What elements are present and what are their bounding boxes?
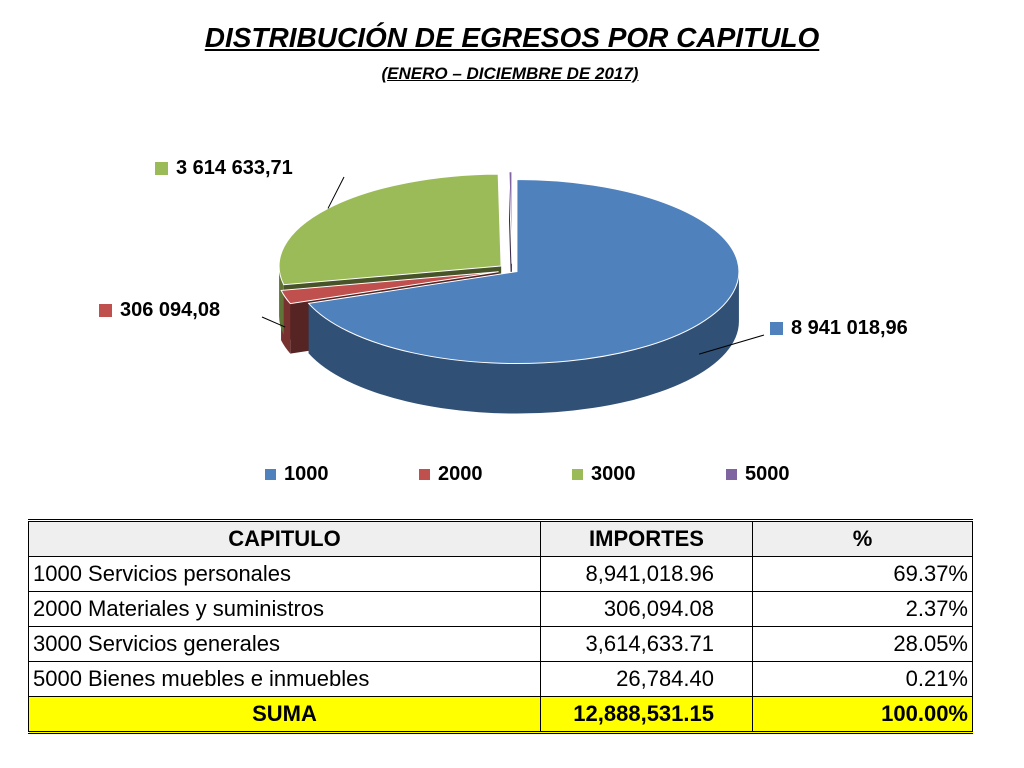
header-importes: IMPORTES (540, 520, 753, 557)
table-row: 5000 Bienes muebles e inmuebles 26,784.4… (28, 661, 973, 697)
header-capitulo: CAPITULO (28, 520, 541, 557)
legend-swatch-2000 (419, 469, 430, 480)
cell-capitulo: 2000 Materiales y suministros (28, 591, 541, 627)
cell-importe: 306,094.08 (540, 591, 753, 627)
total-importe: 12,888,531.15 (540, 696, 753, 734)
data-label-text-3000: 3 614 633,71 (176, 157, 293, 179)
chart-subtitle: (ENERO – DICIEMBRE DE 2017) (381, 64, 639, 83)
data-label-text-2000: 306 094,08 (120, 299, 221, 321)
legend-label-3000: 3000 (591, 463, 636, 485)
pie-slice-1000 (307, 179, 740, 365)
cell-percent: 69.37% (752, 556, 973, 592)
legend-label-1000: 1000 (284, 463, 329, 485)
data-label-1000: 8 941 018,96 (770, 317, 908, 340)
data-label-swatch-2000 (99, 304, 112, 317)
cell-importe: 26,784.40 (540, 661, 753, 697)
cell-percent: 0.21% (752, 661, 973, 697)
legend-swatch-5000 (726, 469, 737, 480)
total-label: SUMA (28, 696, 541, 734)
data-label-text-1000: 8 941 018,96 (791, 317, 908, 339)
chart-title: DISTRIBUCIÓN DE EGRESOS POR CAPITULO (204, 22, 820, 53)
cell-capitulo: 3000 Servicios generales (28, 626, 541, 662)
legend-item-3000: 3000 (572, 463, 636, 486)
cell-importe: 3,614,633.71 (540, 626, 753, 662)
leader-line-1000 (698, 334, 765, 355)
legend-label-5000: 5000 (745, 463, 790, 485)
legend-item-5000: 5000 (726, 463, 790, 486)
table-row: 3000 Servicios generales 3,614,633.71 28… (28, 626, 973, 662)
leader-line-3000 (327, 176, 345, 209)
cell-percent: 2.37% (752, 591, 973, 627)
leader-line-2000 (261, 316, 286, 328)
pie-slice-3000 (278, 173, 502, 286)
summary-table: CAPITULO IMPORTES % 1000 Servicios perso… (28, 519, 973, 734)
table-header-row: CAPITULO IMPORTES % (28, 520, 973, 557)
cell-importe: 8,941,018.96 (540, 556, 753, 592)
legend-item-2000: 2000 (419, 463, 483, 486)
pie-side-1000 (308, 271, 739, 414)
total-row: SUMA 12,888,531.15 100.00% (28, 696, 973, 734)
table-row: 1000 Servicios personales 8,941,018.96 6… (28, 556, 973, 592)
data-label-2000: 306 094,08 (99, 299, 220, 322)
legend-item-1000: 1000 (265, 463, 329, 486)
cell-capitulo: 1000 Servicios personales (28, 556, 541, 592)
legend-swatch-3000 (572, 469, 583, 480)
legend-label-2000: 2000 (438, 463, 483, 485)
table-row: 2000 Materiales y suministros 306,094.08… (28, 591, 973, 627)
total-percent: 100.00% (752, 696, 973, 734)
data-label-swatch-1000 (770, 322, 783, 335)
pie-slice-5000 (508, 171, 513, 264)
pie-slice-2000 (280, 271, 499, 305)
cell-percent: 28.05% (752, 626, 973, 662)
pie-chart (261, 171, 765, 414)
data-label-swatch-3000 (155, 162, 168, 175)
legend-swatch-1000 (265, 469, 276, 480)
header-percent: % (752, 520, 973, 557)
data-label-3000: 3 614 633,71 (155, 157, 293, 180)
cell-capitulo: 5000 Bienes muebles e inmuebles (28, 661, 541, 697)
